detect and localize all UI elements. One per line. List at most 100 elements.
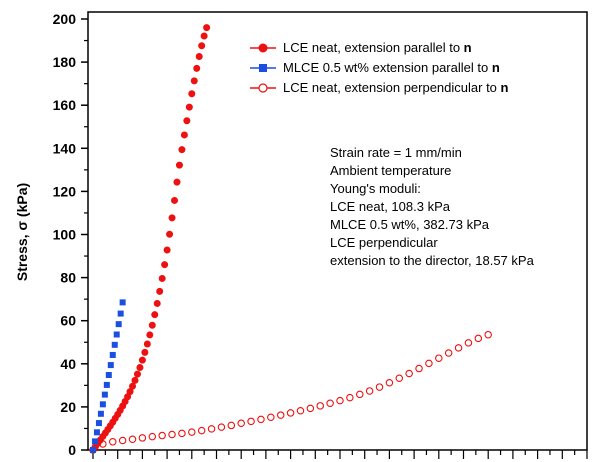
data-point [158,431,166,440]
data-point [141,348,149,356]
data-point [464,339,473,347]
data-point [119,299,126,306]
data-point [129,382,137,390]
data-point [143,340,151,348]
legend-marker-lce-perpendicular [258,83,268,93]
data-point [151,311,159,319]
y-tick-label-80: 80 [60,270,76,286]
data-point [156,287,164,295]
annotation-strain-rate: Strain rate = 1 mm/min [330,145,462,160]
data-point [237,419,245,428]
annotation-temperature: Ambient temperature [330,163,451,178]
data-point [146,331,154,339]
data-point [171,196,179,204]
data-point [385,379,394,387]
annotation-lce-perpendicular: LCE perpendicular [330,235,438,250]
data-point [138,434,147,442]
data-point [415,364,423,373]
legend-marker-mlce-parallel [259,64,267,72]
y-tick-label-120: 120 [53,183,77,199]
data-point [109,351,116,358]
data-point [93,429,100,436]
series-2 [89,330,492,454]
series-1 [90,299,126,453]
data-point [375,383,384,391]
data-point [97,410,104,417]
data-point [166,230,174,238]
data-point [405,369,413,378]
data-point [395,374,404,382]
series-layer [89,24,492,454]
data-point [197,426,206,435]
data-point [227,421,236,430]
data-point [365,387,374,395]
data-point [296,407,305,415]
data-point [336,396,344,405]
x-axis [92,450,588,459]
data-point [200,32,208,40]
legend-label-lce-parallel: LCE neat, extension parallel to n [283,40,472,55]
data-point [316,402,324,410]
data-point [128,435,137,443]
data-point [180,131,188,139]
data-point [193,64,201,72]
y-tick-label-160: 160 [53,97,77,113]
y-tick-label-20: 20 [60,399,76,415]
data-point [435,354,443,362]
legend-marker-lce-parallel [258,43,268,53]
data-point [474,334,483,343]
data-point [118,436,127,445]
data-point [257,415,265,424]
data-point [195,52,203,60]
data-point [207,425,216,433]
data-point [286,409,295,417]
data-point [326,399,334,407]
data-point [161,261,169,269]
legend-director-mlce-parallel: n [492,60,500,75]
series-0 [89,24,211,454]
legend-entry-lce-parallel: LCE neat, extension parallel to n [250,40,472,55]
data-point [101,391,108,398]
y-tick-label-100: 100 [53,227,77,243]
data-point [346,393,354,402]
legend-director-lce-parallel: n [464,40,472,55]
y-axis: 0 20 40 60 80 100 120 140 160 180 200 [53,11,88,458]
legend: LCE neat, extension parallel to n MLCE 0… [250,40,509,95]
data-point [183,117,191,125]
data-point [153,299,161,307]
data-point [173,178,181,186]
data-point [168,214,176,222]
legend-text-lce-parallel: LCE neat, extension parallel to [283,40,464,55]
data-point [203,24,211,32]
data-point [95,420,102,427]
data-point [138,356,146,364]
data-point [267,413,275,421]
legend-label-lce-perpendicular: LCE neat, extension perpendicular to n [283,80,509,95]
data-point [425,359,433,368]
data-point [136,363,144,371]
data-point [178,429,186,438]
data-point [148,432,157,441]
y-axis-title: Stress, σ (kPa) [14,183,30,281]
y-tick-label-180: 180 [53,54,77,70]
data-point [115,321,122,328]
data-point [113,331,120,338]
data-point [454,344,463,352]
data-point [198,42,206,50]
data-point [103,381,110,388]
annotation-perpendicular-modulus: extension to the director, 18.57 kPa [330,253,535,268]
y-tick-label-60: 60 [60,313,76,329]
data-point [188,90,196,98]
data-point [117,310,124,317]
data-point [306,404,315,413]
data-point [158,274,166,282]
y-tick-label-40: 40 [60,356,76,372]
data-point [185,103,193,111]
data-point [175,161,183,169]
plot-frame [87,11,588,451]
y-tick-label-0: 0 [68,442,76,458]
data-point [109,438,117,446]
legend-text-mlce-parallel: MLCE 0.5 wt% extension parallel to [283,60,492,75]
legend-text-lce-perpendicular: LCE neat, extension perpendicular to [283,80,501,95]
